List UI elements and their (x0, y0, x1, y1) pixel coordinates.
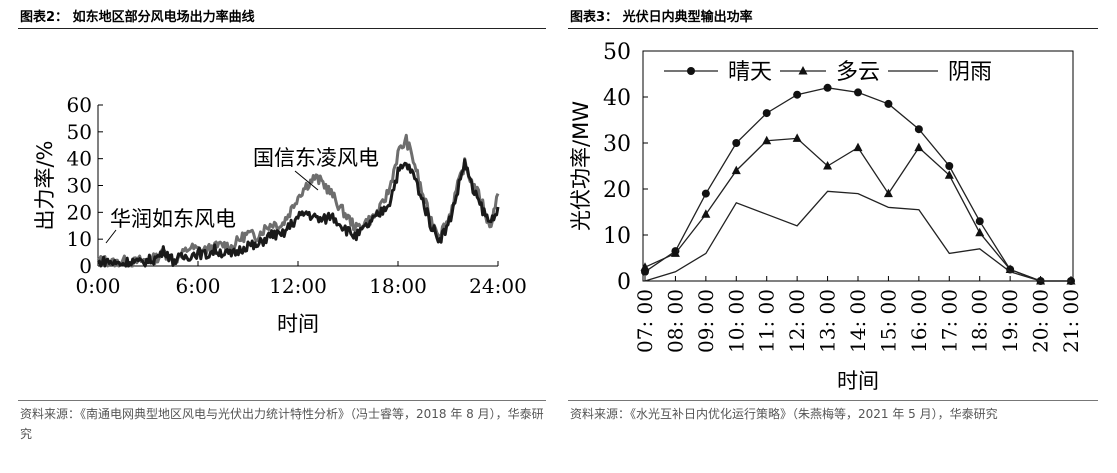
point-晴天 (762, 109, 771, 118)
point-多云 (670, 248, 680, 257)
x-tick-label: 24:00 (469, 274, 527, 298)
x-tick-label: 16: 00 (907, 289, 931, 353)
source-note-wind: 资料来源：《南通电网典型地区风电与光伏出力统计特性分析》（冯士睿等，2018 年… (20, 407, 544, 441)
series-line-2 (97, 158, 500, 268)
x-tick-label: 18:00 (369, 274, 427, 298)
source-rule (18, 400, 546, 401)
point-多云 (1066, 276, 1076, 285)
point-晴天 (793, 90, 802, 99)
x-tick-label: 17: 00 (937, 289, 961, 353)
point-晴天 (914, 125, 923, 134)
point-晴天 (823, 83, 832, 92)
point-晴天 (975, 217, 984, 226)
x-tick-label: 07: 00 (633, 289, 657, 353)
point-晴天 (945, 162, 954, 170)
x-tick-label: 14: 00 (846, 289, 870, 353)
x-tick-label: 09: 00 (694, 289, 718, 353)
x-tick-label: 19: 00 (998, 289, 1022, 353)
y-tick-label: 10 (603, 224, 631, 249)
y-tick-label: 30 (603, 132, 631, 157)
legend-marker-晴天 (687, 67, 695, 75)
y-tick-label: 50 (603, 40, 631, 65)
x-tick-label: 20: 00 (1029, 289, 1053, 353)
series-line-阴雨 (644, 190, 1071, 282)
annotation-guoxin: 国信东凌风电 (253, 146, 379, 170)
annotation-leader (105, 229, 117, 244)
x-tick-label: 0:00 (76, 274, 121, 298)
point-多云 (731, 165, 741, 175)
point-晴天 (701, 189, 710, 198)
x-axis-title: 时间 (277, 312, 319, 336)
point-多云 (823, 161, 833, 170)
point-多云 (701, 209, 711, 218)
y-tick-label: 40 (603, 86, 631, 111)
x-tick-label: 13: 00 (816, 289, 840, 353)
series-line-多云 (644, 137, 1071, 282)
y-axis-title: 出力率/% (33, 140, 57, 230)
chart-pv: 0 10 20 30 40 50 07: 00 08: 00 09: 00 10: 00 11: 0… (569, 40, 1083, 393)
x-tick-label: 21: 00 (1059, 289, 1083, 353)
x-tick-label: 15: 00 (876, 289, 900, 353)
y-tick-label: 10 (67, 227, 92, 251)
title-rule (18, 28, 546, 29)
x-axis-title: 时间 (837, 369, 879, 393)
y-tick-label: 30 (67, 174, 92, 198)
y-tick-label: 20 (603, 178, 631, 203)
y-tick-label: 20 (67, 200, 92, 224)
source-note-pv: 资料来源：《水光互补日内优化运行策略》（朱燕梅等，2021 年 5 月），华泰研… (570, 407, 998, 421)
point-晴天 (732, 139, 741, 147)
y-tick-label: 0 (79, 254, 92, 278)
series-line-晴天 (644, 87, 1071, 282)
x-tick-label: 6:00 (176, 274, 221, 298)
point-多云 (883, 188, 893, 198)
y-axis-title: 光伏功率/MW (569, 101, 593, 231)
y-tick-label: 40 (67, 147, 92, 171)
point-多云 (975, 227, 985, 237)
legend-marker-多云 (798, 66, 808, 75)
point-多云 (640, 262, 650, 271)
x-tick-label: 12:00 (269, 274, 327, 298)
x-tick-label: 18: 00 (968, 289, 992, 353)
legend-label-多云: 多云 (836, 60, 880, 85)
legend-label-阴雨: 阴雨 (948, 60, 992, 85)
point-多云 (944, 170, 954, 179)
x-tick-label: 10: 00 (724, 289, 748, 353)
chart-title-pv: 图表3： 光伏日内典型输出功率 (570, 10, 753, 25)
point-多云 (792, 133, 802, 142)
chart-title-wind: 图表2： 如东地区部分风电场出力率曲线 (20, 10, 255, 25)
point-多云 (914, 142, 924, 152)
x-tick-label: 11: 00 (755, 289, 779, 353)
x-tick-label: 12: 00 (785, 289, 809, 353)
point-晴天 (854, 88, 862, 97)
annotation-huarun: 华润如东风电 (110, 207, 236, 231)
point-多云 (1036, 276, 1046, 285)
point-多云 (853, 142, 863, 152)
source-rule (568, 400, 1098, 401)
y-tick-label: 50 (67, 120, 92, 144)
point-多云 (762, 135, 772, 145)
y-tick-label: 60 (67, 93, 92, 117)
y-tick-label: 0 (617, 270, 631, 295)
point-晴天 (884, 99, 893, 108)
title-rule (568, 28, 1098, 29)
plot-frame (642, 50, 1074, 282)
legend-label-晴天: 晴天 (728, 60, 772, 85)
x-tick-label: 08: 00 (663, 289, 687, 353)
annotation-leader (294, 170, 319, 191)
